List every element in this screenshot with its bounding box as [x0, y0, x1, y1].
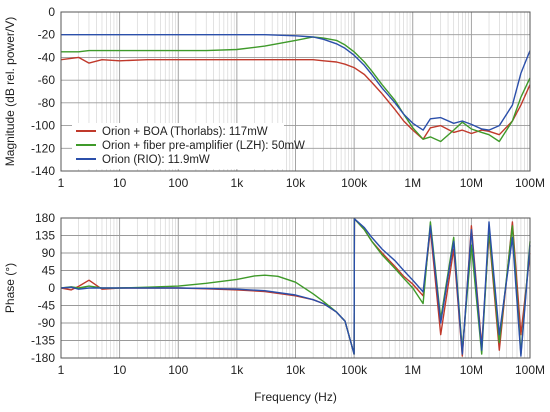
x-tick-label: 100k [341, 176, 368, 190]
y-axis-label: Phase (°) [3, 263, 17, 313]
x-tick-label: 10k [286, 363, 306, 377]
x-tick-label: 10M [460, 363, 483, 377]
y-tick-label: 45 [42, 264, 56, 278]
y-tick-label: -140 [31, 164, 55, 178]
legend-label: Orion + BOA (Thorlabs): 117mW [102, 126, 268, 138]
x-tick-label: 100M [515, 363, 545, 377]
y-axis-label: Magnitude (dB rel. power/V) [3, 17, 17, 166]
x-tick-label: 1M [404, 176, 421, 190]
y-tick-label: -100 [31, 119, 55, 133]
x-tick-label: 1 [58, 176, 65, 190]
x-tick-label: 100M [515, 176, 545, 190]
y-tick-label: -135 [31, 334, 55, 348]
x-tick-label: 100 [168, 176, 188, 190]
x-axis-label: Frequency (Hz) [254, 390, 337, 404]
plot-frame [60, 217, 531, 359]
y-tick-label: -180 [31, 351, 55, 365]
y-tick-label: 0 [48, 5, 55, 19]
x-tick-label: 1M [404, 363, 421, 377]
y-tick-label: 90 [42, 246, 56, 260]
y-tick-label: -60 [38, 73, 56, 87]
y-tick-label: 135 [35, 229, 55, 243]
x-tick-label: 100 [168, 363, 188, 377]
x-tick-label: 1k [231, 363, 245, 377]
series-line-3 [60, 218, 531, 357]
x-tick-label: 100k [341, 363, 368, 377]
y-tick-label: 180 [35, 211, 55, 225]
legend-label: Orion + fiber pre-amplifier (LZH): 50mW [102, 140, 305, 152]
y-tick-label: 0 [48, 281, 55, 295]
plot-frame [60, 11, 531, 172]
x-tick-label: 10 [113, 363, 127, 377]
series-line-1 [60, 56, 531, 140]
y-tick-label: -20 [38, 28, 56, 42]
series-line-3 [61, 34, 531, 131]
y-tick-label: -45 [38, 299, 56, 313]
y-tick-label: -90 [38, 316, 56, 330]
y-tick-label: -40 [38, 50, 56, 64]
x-tick-label: 1k [231, 176, 245, 190]
x-tick-label: 10 [113, 176, 127, 190]
legend-box [72, 123, 284, 169]
x-tick-label: 10M [460, 176, 483, 190]
y-tick-label: -80 [38, 96, 56, 110]
legend-label: Orion (RIO): 11.9mW [102, 154, 210, 166]
x-tick-label: 10k [286, 176, 306, 190]
x-tick-label: 1 [58, 363, 65, 377]
y-tick-label: -120 [31, 141, 55, 155]
series-line-2 [61, 36, 531, 143]
